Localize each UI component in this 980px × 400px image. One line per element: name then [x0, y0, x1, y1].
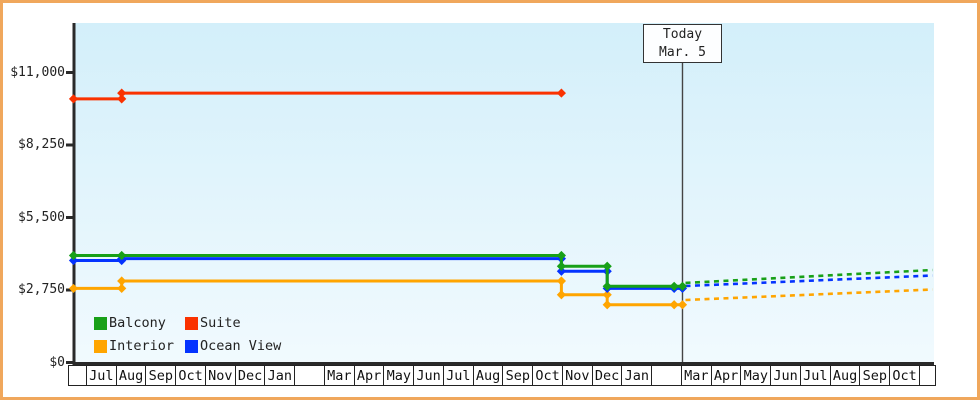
x-axis-month-cell: Sep — [860, 366, 891, 385]
data-point-marker — [602, 290, 612, 300]
x-axis-month-cell: Mar — [325, 366, 355, 385]
legend-label: Balcony — [109, 315, 166, 331]
x-axis-month-cell: Nov — [206, 366, 236, 385]
legend-swatch — [94, 339, 107, 353]
x-axis-month-cell: Aug — [117, 366, 147, 385]
x-axis-month-cell: Sep — [503, 366, 534, 385]
legend-swatch — [94, 316, 107, 330]
y-axis-tick-label: $0 — [49, 354, 65, 370]
series-line-balcony — [73, 254, 683, 288]
x-axis-month-cell: Oct — [890, 366, 920, 385]
x-axis-month-cell: Apr — [355, 366, 385, 385]
series-prediction-balcony — [685, 268, 933, 285]
x-axis-month-cell: Jan — [622, 366, 653, 385]
chart-legend: Balcony Suite Interior Ocean View — [94, 315, 281, 354]
data-point-marker — [117, 276, 127, 286]
y-axis-tick — [66, 143, 75, 147]
y-axis-tick — [66, 71, 75, 74]
data-point-marker — [68, 94, 79, 104]
today-date: Mar. 5 — [659, 44, 706, 60]
data-point-marker — [68, 283, 79, 294]
data-point-marker — [556, 261, 567, 271]
x-axis-month-cell: Dec — [236, 366, 266, 385]
y-axis-tick — [66, 216, 75, 219]
y-axis-tick-label: $11,000 — [10, 64, 65, 80]
x-axis-month-cell: Jul — [87, 366, 117, 385]
legend-item: Balcony — [94, 315, 185, 331]
chart-canvas — [66, 23, 934, 365]
x-axis-month-cell: May — [384, 366, 415, 385]
series-prediction-interior — [685, 288, 933, 302]
x-axis-empty-cell — [295, 366, 325, 385]
series-prediction-ocean-view — [685, 274, 933, 288]
y-axis-tick-label: $5,500 — [18, 209, 65, 225]
today-label: Today — [662, 26, 703, 42]
x-axis-month-cell: May — [741, 366, 772, 385]
x-axis-empty-cell — [652, 366, 682, 385]
y-axis-tick-label: $2,750 — [18, 282, 65, 297]
x-axis-line — [72, 362, 934, 365]
data-point-marker — [669, 281, 679, 291]
legend-item: Ocean View — [185, 338, 281, 354]
x-axis-month-cell: Jul — [444, 366, 474, 385]
data-point-marker — [556, 88, 567, 98]
data-point-marker — [117, 88, 127, 98]
data-point-marker — [602, 261, 612, 271]
x-axis-empty-cell — [920, 366, 935, 385]
x-axis-month-cell: Jun — [771, 366, 801, 385]
x-axis-month-cell: Nov — [563, 366, 593, 385]
y-axis-tick-label: $8,250 — [18, 137, 65, 152]
data-point-marker — [117, 94, 127, 104]
x-axis-month-cell: Jun — [414, 366, 444, 385]
x-axis-month-cell: Jan — [265, 366, 296, 385]
legend-label: Suite — [200, 315, 241, 331]
data-point-marker — [68, 255, 79, 266]
y-axis-tick — [66, 361, 75, 364]
legend-label: Ocean View — [200, 338, 282, 354]
legend-item: Suite — [185, 315, 281, 331]
y-axis-line — [72, 23, 76, 364]
x-axis-month-cell: Oct — [533, 366, 563, 385]
data-point-marker — [677, 281, 688, 291]
x-axis-month-row: Jul Aug Sep Oct Nov Dec Jan Mar Apr May Jun Jul Aug S… — [68, 365, 936, 386]
x-axis-month-cell: Jul — [801, 366, 831, 385]
x-axis-month-cell: Oct — [176, 366, 206, 385]
legend-item: Interior — [94, 338, 185, 354]
data-point-marker — [602, 281, 612, 291]
data-point-marker — [556, 276, 567, 286]
x-axis-month-cell: Sep — [146, 366, 177, 385]
data-point-marker — [602, 300, 612, 310]
data-point-marker — [117, 283, 127, 294]
legend-swatch — [185, 316, 198, 330]
plot-area — [75, 23, 934, 364]
x-axis-month-cell: Mar — [682, 366, 712, 385]
x-axis-month-cell: Dec — [593, 366, 623, 385]
legend-swatch — [185, 339, 198, 353]
data-point-marker — [556, 290, 567, 300]
data-point-marker — [677, 300, 688, 310]
x-axis-month-cell: Aug — [474, 366, 504, 385]
today-marker-box: Today Mar. 5 — [643, 24, 722, 63]
data-point-marker — [669, 300, 679, 310]
x-axis-empty-cell — [69, 366, 87, 385]
legend-label: Interior — [109, 338, 175, 354]
data-point-marker — [556, 266, 567, 276]
x-axis-month-cell: Aug — [831, 366, 861, 385]
x-axis-month-cell: Apr — [712, 366, 742, 385]
